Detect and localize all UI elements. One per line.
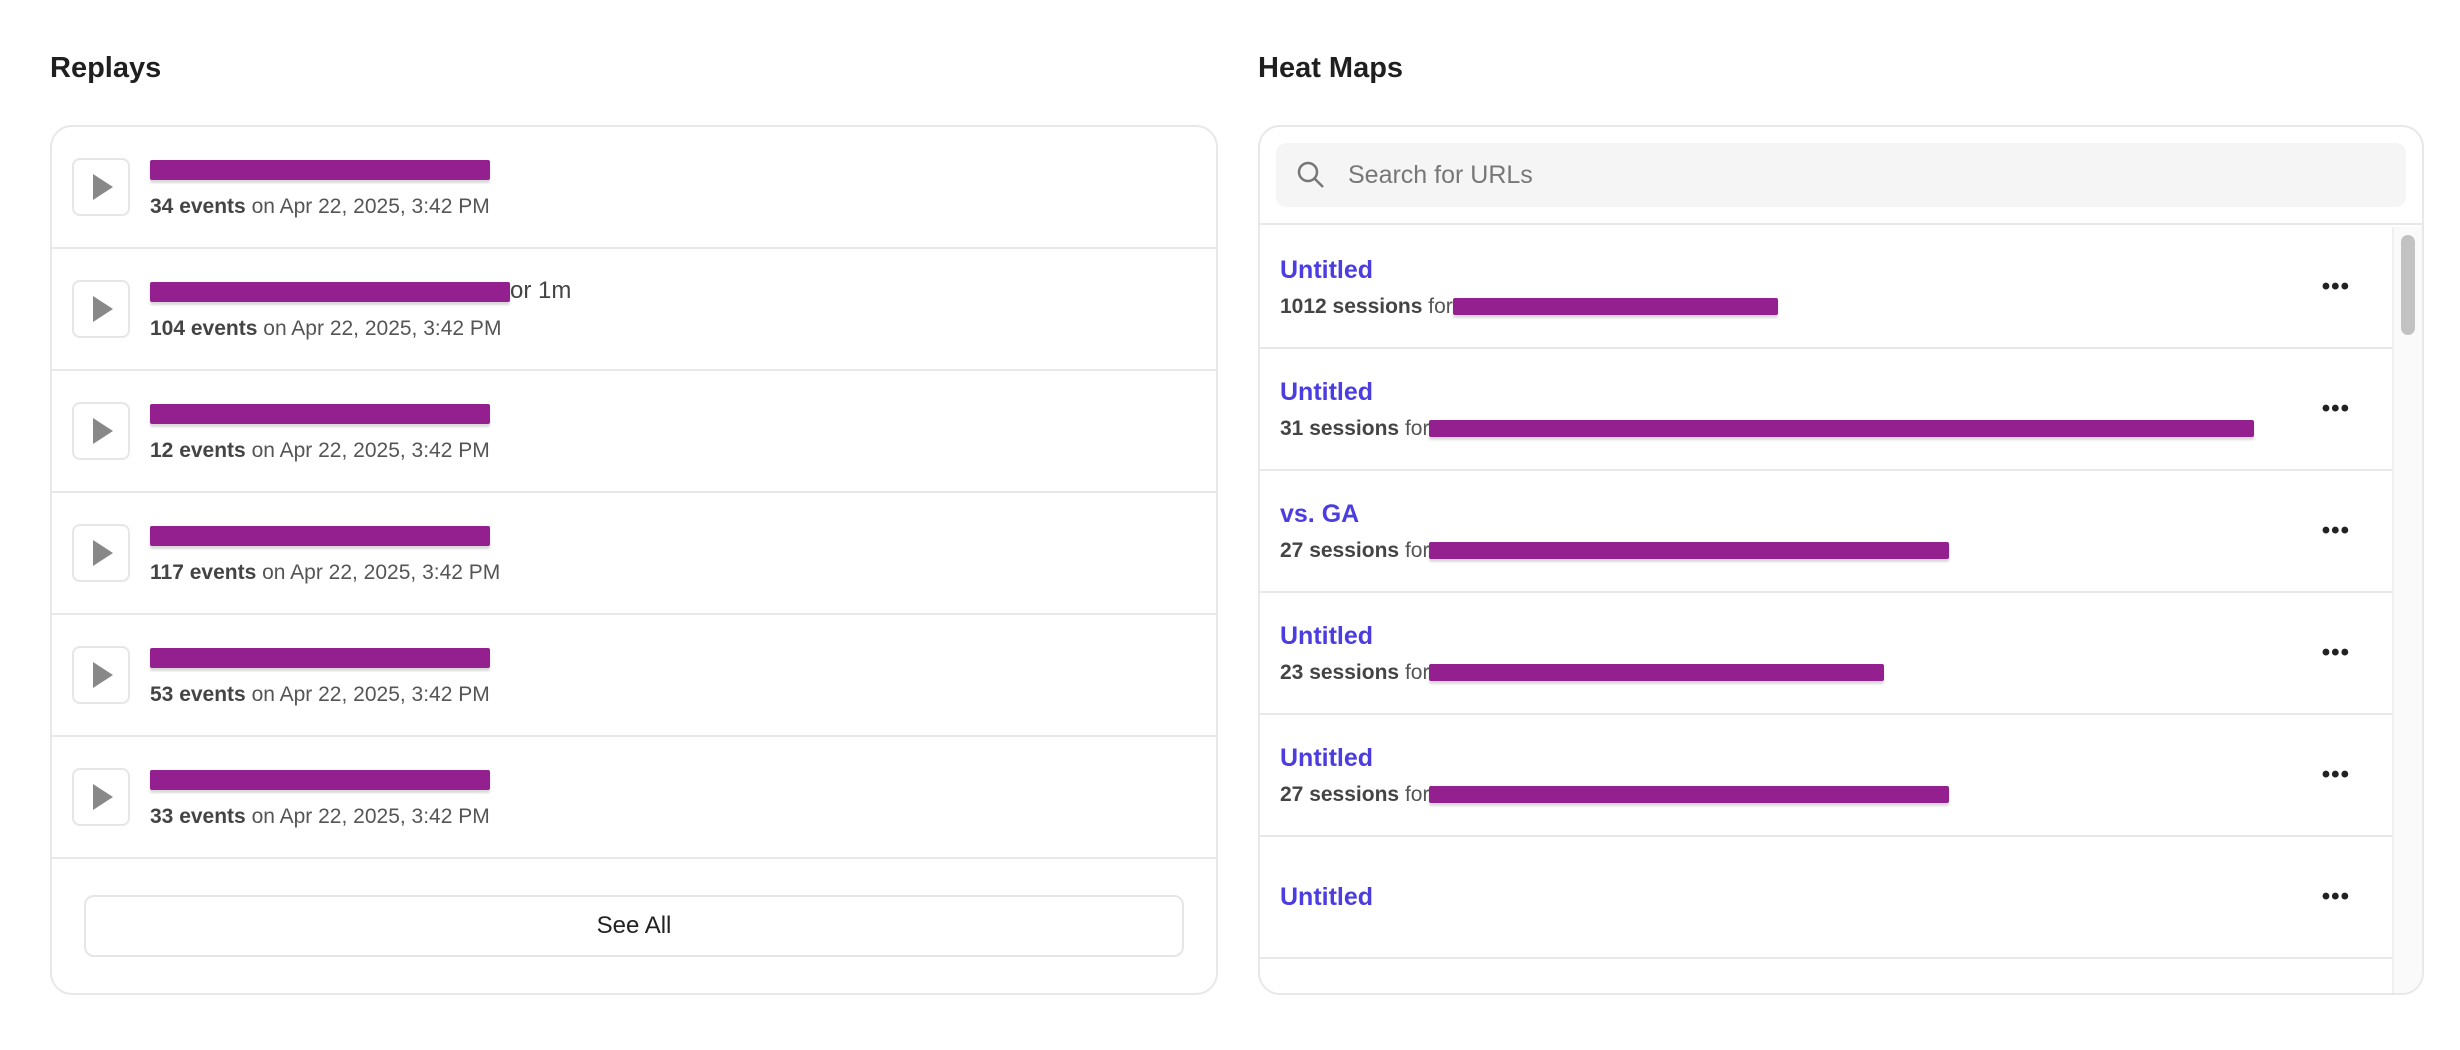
session-count: 27 sessions — [1280, 782, 1400, 806]
for-label: for — [1404, 416, 1430, 440]
play-icon — [93, 174, 113, 200]
heatmap-row[interactable] — [1260, 959, 2392, 993]
redacted-url — [1429, 664, 1885, 682]
session-count: 27 sessions — [1280, 538, 1400, 562]
redacted-visitor-name[interactable] — [150, 159, 490, 180]
event-count: 53 events — [150, 683, 246, 706]
for-label: for — [1428, 294, 1453, 318]
replay-date: on Apr 22, 2025, 3:42 PM — [251, 805, 490, 828]
session-count: 31 sessions — [1280, 416, 1400, 440]
scrollbar[interactable] — [2392, 227, 2422, 993]
replay-date: on Apr 22, 2025, 3:42 PM — [251, 683, 490, 706]
replay-row[interactable]: 53 events on Apr 22, 2025, 3:42 PM — [52, 615, 1216, 737]
play-icon — [93, 784, 113, 810]
heatmap-row[interactable]: Untitled 27 sessions for ••• — [1260, 715, 2392, 837]
more-options-icon[interactable]: ••• — [2321, 883, 2350, 910]
redacted-visitor-name[interactable] — [150, 647, 490, 668]
event-count: 33 events — [150, 805, 246, 828]
scrollbar-thumb[interactable] — [2401, 235, 2415, 335]
replay-row[interactable]: 34 events on Apr 22, 2025, 3:42 PM — [52, 127, 1216, 249]
heatmap-title-link[interactable]: Untitled — [1280, 621, 1374, 650]
redacted-url — [1452, 298, 1778, 316]
heatmap-row[interactable]: Untitled ••• — [1260, 837, 2392, 959]
session-count: 1012 sessions — [1280, 294, 1423, 318]
replay-row[interactable]: 117 events on Apr 22, 2025, 3:42 PM — [52, 493, 1216, 615]
visit-duration: or 1m — [510, 277, 572, 304]
heatmap-row[interactable]: Untitled 31 sessions for ••• — [1260, 349, 2392, 471]
play-button[interactable] — [72, 646, 130, 704]
more-options-icon[interactable]: ••• — [2321, 761, 2350, 788]
heatmaps-title: Heat Maps — [1258, 52, 1404, 84]
see-all-button[interactable]: See All — [84, 895, 1184, 957]
redacted-url — [1429, 786, 1950, 804]
search-placeholder: Search for URLs — [1348, 160, 1533, 189]
redacted-visitor-name[interactable] — [150, 769, 490, 790]
play-button[interactable] — [72, 280, 130, 338]
replay-date: on Apr 22, 2025, 3:42 PM — [251, 439, 490, 462]
more-options-icon[interactable]: ••• — [2321, 395, 2350, 422]
play-icon — [93, 662, 113, 688]
for-label: for — [1404, 782, 1430, 806]
heatmap-title-link[interactable]: Untitled — [1280, 377, 1374, 406]
play-button[interactable] — [72, 524, 130, 582]
redacted-visitor-name[interactable] — [150, 403, 490, 424]
heatmap-row[interactable]: vs. GA 27 sessions for ••• — [1260, 471, 2392, 593]
replay-row[interactable]: 33 events on Apr 22, 2025, 3:42 PM — [52, 737, 1216, 859]
more-options-icon[interactable]: ••• — [2321, 517, 2350, 544]
play-button[interactable] — [72, 402, 130, 460]
redacted-visitor-name[interactable] — [150, 281, 510, 302]
play-button[interactable] — [72, 158, 130, 216]
event-count: 12 events — [150, 439, 246, 462]
heatmap-list: Untitled 1012 sessions for ••• Untitled 31 … — [1260, 227, 2422, 993]
play-icon — [93, 418, 113, 444]
redacted-url — [1429, 542, 1950, 560]
heatmap-row[interactable]: Untitled 1012 sessions for ••• — [1260, 227, 2392, 349]
heatmap-title-link[interactable]: Untitled — [1280, 882, 1374, 911]
heatmap-title-link[interactable]: Untitled — [1280, 255, 1374, 284]
replays-title: Replays — [50, 52, 162, 84]
search-input[interactable]: Search for URLs — [1276, 143, 2406, 207]
replay-date: on Apr 22, 2025, 3:42 PM — [251, 195, 490, 218]
event-count: 104 events — [150, 317, 258, 340]
more-options-icon[interactable]: ••• — [2321, 639, 2350, 666]
heatmaps-card: Search for URLs Untitled 1012 sessions fo… — [1258, 125, 2424, 995]
heatmap-title-link[interactable]: Untitled — [1280, 743, 1374, 772]
event-count: 117 events — [150, 561, 257, 584]
play-icon — [93, 540, 113, 566]
search-icon — [1297, 161, 1324, 188]
heatmap-title-link[interactable]: vs. GA — [1280, 499, 1360, 528]
heatmap-row[interactable]: Untitled 23 sessions for ••• — [1260, 593, 2392, 715]
replays-card: 34 events on Apr 22, 2025, 3:42 PM or 1m… — [50, 125, 1218, 995]
replay-date: on Apr 22, 2025, 3:42 PM — [262, 561, 501, 584]
replay-row[interactable]: 12 events on Apr 22, 2025, 3:42 PM — [52, 371, 1216, 493]
event-count: 34 events — [150, 195, 246, 218]
redacted-visitor-name[interactable] — [150, 525, 490, 546]
more-options-icon[interactable]: ••• — [2321, 273, 2350, 300]
replay-row[interactable]: or 1m 104 events on Apr 22, 2025, 3:42 P… — [52, 249, 1216, 371]
redacted-url — [1429, 420, 2255, 438]
play-icon — [93, 296, 113, 322]
replay-date: on Apr 22, 2025, 3:42 PM — [263, 317, 502, 340]
for-label: for — [1404, 538, 1430, 562]
play-button[interactable] — [72, 768, 130, 826]
session-count: 23 sessions — [1280, 660, 1400, 684]
for-label: for — [1404, 660, 1430, 684]
